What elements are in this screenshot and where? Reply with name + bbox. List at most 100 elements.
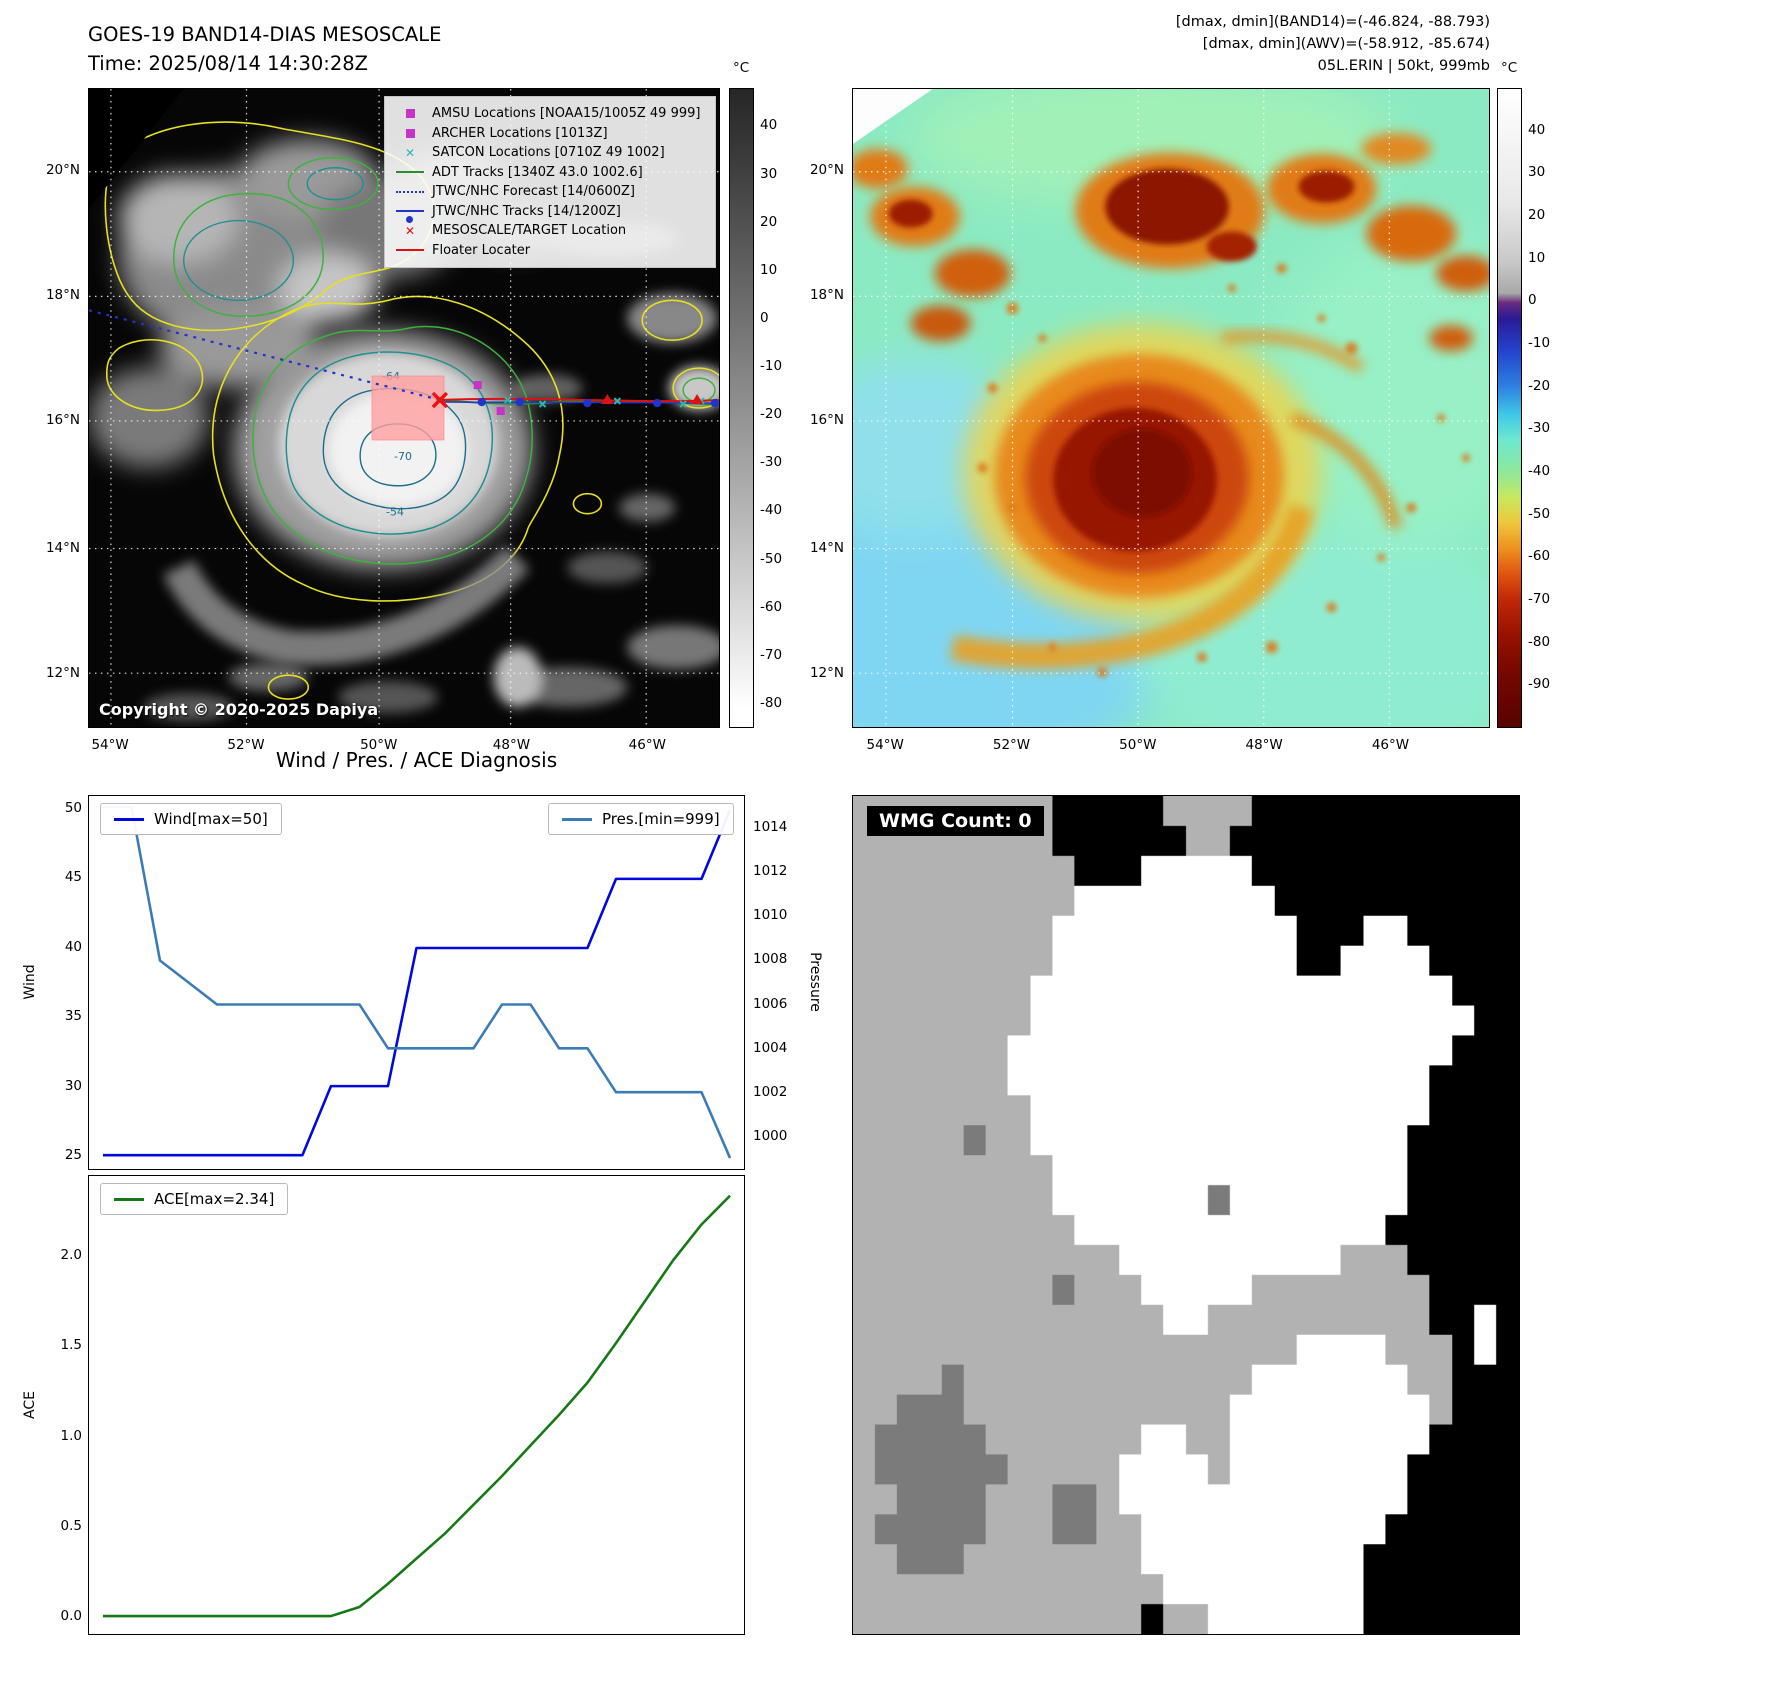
band14-colorbar-tick: -30 [760, 454, 783, 471]
lon-tick-label: 46°W [628, 737, 666, 753]
wind-pressure-chart [88, 795, 745, 1170]
diagnosis-title: Wind / Pres. / ACE Diagnosis [275, 748, 558, 772]
series-line-left [102, 1194, 731, 1618]
chart-wind-svg-ytick-left: 50 [64, 799, 82, 816]
band14-title-line1: GOES-19 BAND14-DIAS MESOSCALE [88, 23, 442, 46]
cloud-texture [143, 220, 719, 722]
ace-line-swatch-icon [114, 1197, 144, 1201]
band14-colorbar-tick: -40 [760, 502, 783, 519]
pressure-legend: Pres.[min=999] [548, 803, 734, 835]
lat-tick-label: 20°N [45, 162, 80, 179]
copyright-watermark: Copyright © 2020-2025 Dapiya [99, 700, 379, 719]
awv-header-line1: [dmax, dmin](BAND14)=(-46.824, -88.793) [1175, 14, 1490, 30]
lat-tick-label: 18°N [809, 287, 844, 303]
lat-tick-label: 14°N [45, 539, 80, 556]
band14-colorbar-tick: -80 [760, 694, 783, 711]
chart-wind-svg-ytick-right: 1014 [753, 819, 788, 836]
spiral-band [163, 545, 530, 666]
band14-colorbar [729, 88, 754, 728]
awv-colorbar-tick: 30 [1528, 164, 1546, 181]
lat-tick-label: 14°N [809, 539, 844, 556]
legend-item-label: AMSU Locations [NOAA15/1005Z 49 999] [432, 106, 701, 122]
band14-colorbar-tick: -70 [760, 646, 783, 663]
legend-marker-square-icon [395, 109, 425, 119]
chart-wind-svg-ytick-left: 35 [64, 1008, 82, 1025]
chart-ace-svg-ytick-left: 0.0 [60, 1607, 82, 1624]
band14-colorbar-tick: 10 [760, 261, 778, 278]
lon-tick-label: 54°W [866, 737, 904, 753]
chart-ace-svg-ytick-left: 2.0 [60, 1247, 82, 1264]
chart-wind-svg-ytick-left: 45 [64, 869, 82, 886]
awv-header-line2: [dmax, dmin](AWV)=(-58.912, -85.674) [1202, 35, 1490, 52]
lon-tick-label: 50°W [360, 737, 398, 753]
wind-pressure-chart-plot [102, 805, 732, 1159]
legend-marker-square-icon [395, 128, 425, 138]
awv-colorbar-tick: -90 [1528, 676, 1551, 693]
jtwc-track [439, 401, 719, 404]
awv-colorbar-tick: 40 [1528, 121, 1546, 138]
contour-yellow [211, 295, 564, 602]
ace-legend-label: ACE[max=2.34] [154, 1190, 275, 1208]
band14-colorbar-tick: -10 [760, 358, 783, 375]
series-line-left [102, 809, 732, 1157]
band14-colorbar-tick: 40 [760, 117, 778, 134]
awv-colorbar-tick: 20 [1528, 207, 1546, 223]
awv-satellite-panel [852, 88, 1490, 728]
chart-wind-svg-ytick-right: 1000 [753, 1127, 788, 1144]
chart-wind-svg-ytick-right: 1004 [753, 1039, 788, 1056]
lat-tick-label: 16°N [45, 411, 80, 428]
legend-item-label: MESOSCALE/TARGET Location [432, 223, 627, 239]
awv-colorbar-tick: -70 [1528, 591, 1551, 607]
lat-tick-label: 12°N [45, 664, 80, 681]
lon-tick-label: 52°W [227, 737, 265, 753]
lat-tick-label: 16°N [809, 411, 844, 428]
band14-title: GOES-19 BAND14-DIAS MESOSCALE Time: 2025… [88, 20, 441, 79]
chart-ace-svg-ytick-left: 0.5 [60, 1517, 82, 1534]
legend-item-label: ADT Tracks [1340Z 43.0 1002.6] [432, 164, 643, 180]
lon-tick-label: 52°W [992, 737, 1031, 753]
awv-colorbar-unit: °C [1501, 60, 1518, 76]
band14-colorbar-unit: °C [733, 60, 750, 76]
legend-item: ARCHER Locations [1013Z] [395, 124, 705, 144]
wind-axis-label: Wind [22, 964, 38, 1000]
lon-tick-label: 48°W [1245, 737, 1283, 753]
chart-wind-svg-ytick-right: 1002 [753, 1083, 788, 1100]
awv-header-line3: 05L.ERIN | 50kt, 999mb [1317, 57, 1490, 74]
awv-colorbar-tick: 0 [1528, 292, 1537, 309]
awv-colorbar-tick: -40 [1528, 463, 1551, 479]
awv-colorbar-tick: -10 [1528, 335, 1551, 351]
contour-label: -54 [386, 506, 404, 519]
wind-legend: Wind[max=50] [100, 803, 282, 835]
chart-wind-svg-ytick-left: 30 [64, 1077, 82, 1094]
chart-wind-svg-ytick-left: 25 [64, 1147, 82, 1164]
wmg-count-badge: WMG Count: 0 [867, 806, 1044, 836]
band14-title-line2: Time: 2025/08/14 14:30:28Z [88, 52, 369, 76]
legend-marker-dotted-icon [395, 190, 425, 193]
amsu-archer-markers [473, 381, 505, 415]
wind-line-swatch-icon [114, 817, 144, 821]
legend-marker-x-icon: ✕ [404, 145, 416, 160]
legend-marker-line-marker-icon [395, 210, 425, 224]
chart-wind-svg-ytick-right: 1008 [753, 951, 788, 968]
band14-colorbar-tick: -60 [760, 598, 783, 615]
legend-item: Floater Locater [395, 241, 705, 261]
mesoscale-target-x-icon [431, 391, 449, 409]
awv-satellite-image [853, 89, 1489, 727]
jtwc-forecast-track [89, 309, 441, 402]
ace-chart [88, 1175, 745, 1635]
wmg-map-panel: WMG Count: 0 [852, 795, 1520, 1635]
jtwc-track-dots [477, 397, 719, 408]
awv-colorbar-tick: -20 [1528, 377, 1551, 394]
chart-wind-svg-ytick-right: 1006 [753, 995, 788, 1012]
legend-item-label: Floater Locater [432, 242, 531, 258]
band14-colorbar-tick: 30 [760, 165, 778, 182]
contour-teal [285, 351, 494, 535]
lon-tick-label: 50°W [1119, 737, 1157, 753]
chart-wind-svg-ytick-right: 1010 [753, 907, 788, 924]
awv-colorbar-tick: 10 [1528, 249, 1546, 266]
contour-yellow-outer [104, 121, 719, 700]
lat-tick-label: 12°N [809, 664, 844, 681]
band14-colorbar-tick: -20 [760, 406, 783, 423]
awv-colorbar-tick: -50 [1528, 505, 1551, 522]
